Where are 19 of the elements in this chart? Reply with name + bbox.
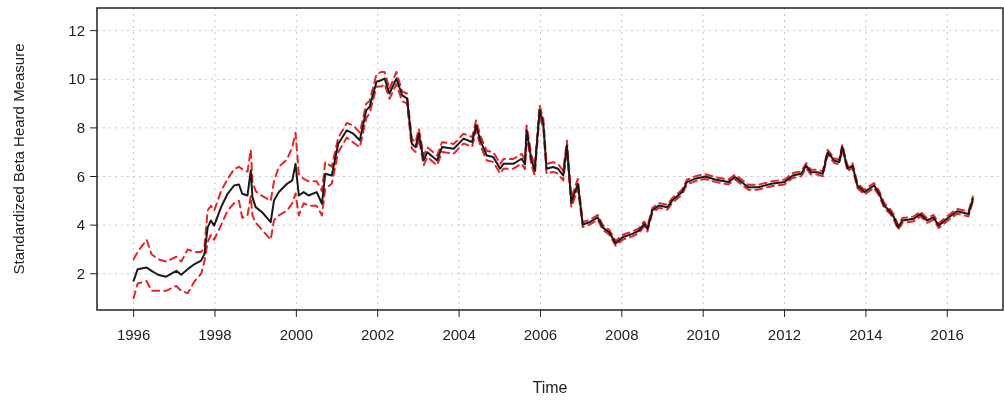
y-tick-label: 2 [76,264,85,282]
y-tick-label: 4 [76,216,85,234]
x-axis-title: Time [532,379,568,396]
x-tick-label: 2014 [849,326,883,343]
x-tick-label: 2006 [523,326,558,343]
x-tick-label: 2004 [442,326,476,343]
x-tick-label: 2016 [930,326,964,343]
x-tick-label: 2010 [686,326,720,343]
x-tick-label: 2008 [605,326,639,343]
x-tick-label: 2002 [361,326,395,343]
y-tick-label: 6 [76,167,85,185]
y-tick-label: 10 [68,70,85,88]
y-tick-label: 8 [76,118,85,136]
y-tick-label: 12 [68,21,85,39]
x-tick-label: 1998 [198,326,232,343]
x-tick-label: 2000 [279,326,314,343]
x-tick-label: 2012 [767,326,802,343]
y-axis-title: Standardized Beta Heard Measure [10,43,27,275]
x-tick-label: 1996 [116,326,151,343]
